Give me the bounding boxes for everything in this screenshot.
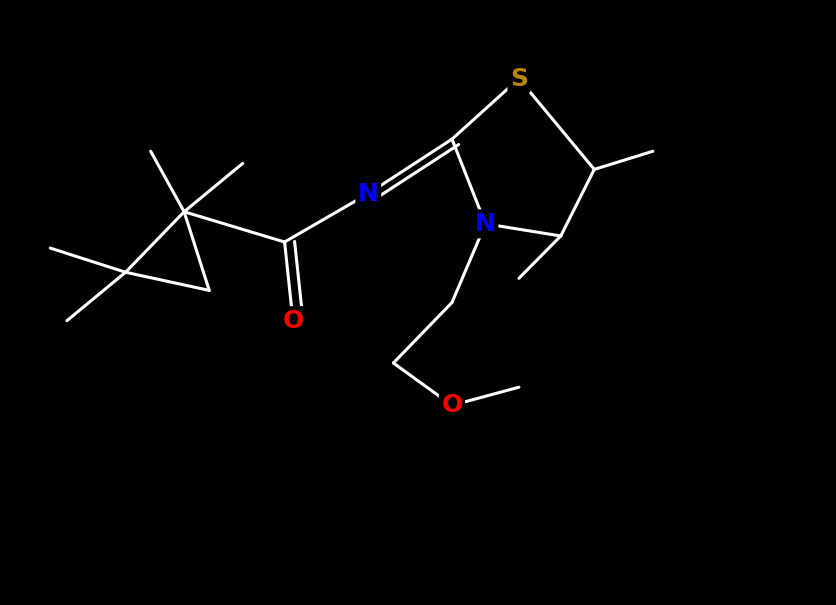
Text: N: N	[358, 182, 378, 206]
Text: S: S	[509, 67, 528, 91]
Text: O: O	[282, 309, 303, 333]
Text: N: N	[475, 212, 495, 236]
Text: O: O	[441, 393, 462, 417]
